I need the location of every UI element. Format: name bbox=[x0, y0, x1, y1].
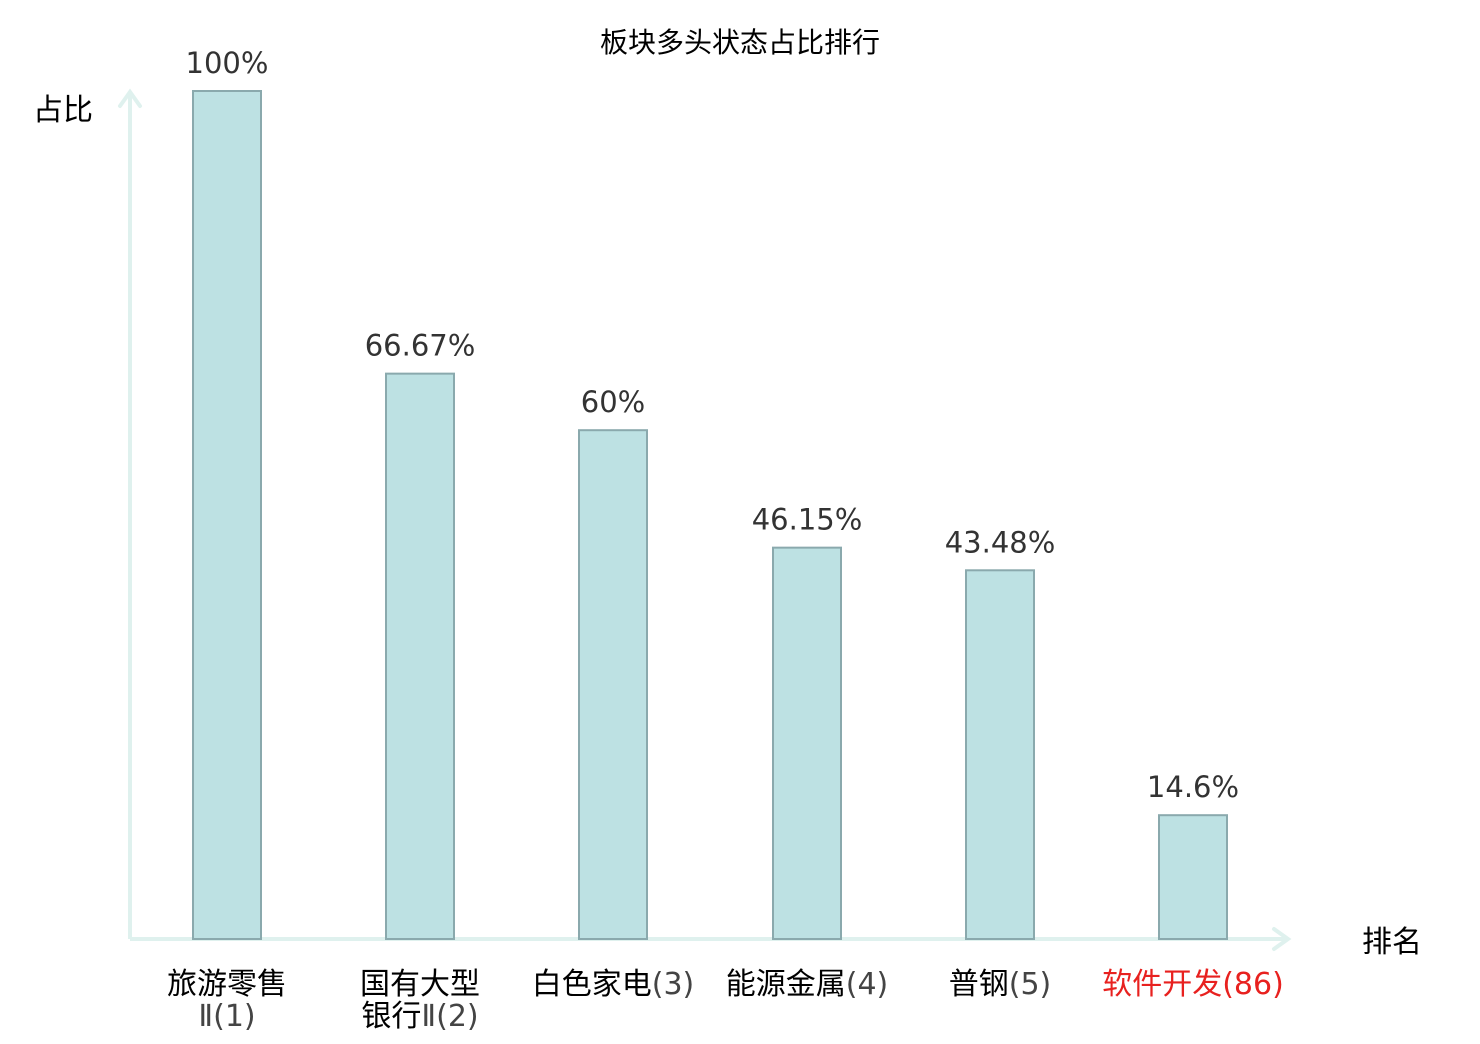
y-axis-label: 占比 bbox=[33, 93, 93, 128]
bars-group bbox=[192, 90, 1228, 941]
category-name: 软件开发 bbox=[1102, 967, 1222, 1002]
bar-value-label: 14.6% bbox=[1147, 770, 1239, 804]
bar bbox=[772, 546, 842, 940]
x-tick-label: 能源金属(4) bbox=[726, 967, 889, 1002]
x-tick-label-rank: 银行Ⅱ(2) bbox=[361, 999, 478, 1034]
x-axis-label: 排名 bbox=[1362, 925, 1422, 960]
value-labels-group: 100% 66.67% 60% 46.15% 43.48% 14.6% bbox=[186, 46, 1240, 804]
x-tick-label-rank: Ⅱ(1) bbox=[198, 999, 255, 1034]
category-rank: (86) bbox=[1222, 967, 1284, 1002]
axes bbox=[118, 88, 1292, 951]
bar-value-label: 46.15% bbox=[752, 503, 863, 537]
bar-value-label: 43.48% bbox=[945, 525, 1056, 559]
x-tick-label: 旅游零售 bbox=[167, 967, 287, 1002]
bar bbox=[965, 569, 1035, 940]
bar-value-label: 100% bbox=[186, 46, 269, 80]
category-rank: (4) bbox=[846, 967, 889, 1002]
y-axis-arrow bbox=[118, 88, 142, 108]
bar bbox=[192, 90, 262, 940]
bar-value-label: 60% bbox=[581, 385, 645, 419]
bar-value-label: 66.67% bbox=[365, 329, 476, 363]
category-name: 白色家电 bbox=[532, 967, 652, 1002]
bar bbox=[385, 372, 455, 940]
category-rank: (5) bbox=[1009, 967, 1052, 1002]
category-rank: (3) bbox=[652, 967, 695, 1002]
bar bbox=[578, 429, 648, 940]
x-tick-label: 白色家电(3) bbox=[532, 967, 695, 1002]
x-tick-label: 软件开发(86) bbox=[1102, 967, 1284, 1002]
chart-title: 板块多头状态占比排行 bbox=[600, 26, 880, 59]
x-axis-arrow bbox=[1272, 927, 1292, 951]
category-name: 能源金属 bbox=[726, 967, 846, 1002]
x-tick-label: 普钢(5) bbox=[949, 967, 1052, 1002]
category-name: 普钢 bbox=[949, 967, 1009, 1002]
bar bbox=[1158, 814, 1228, 941]
x-tick-label: 国有大型 bbox=[360, 967, 480, 1002]
